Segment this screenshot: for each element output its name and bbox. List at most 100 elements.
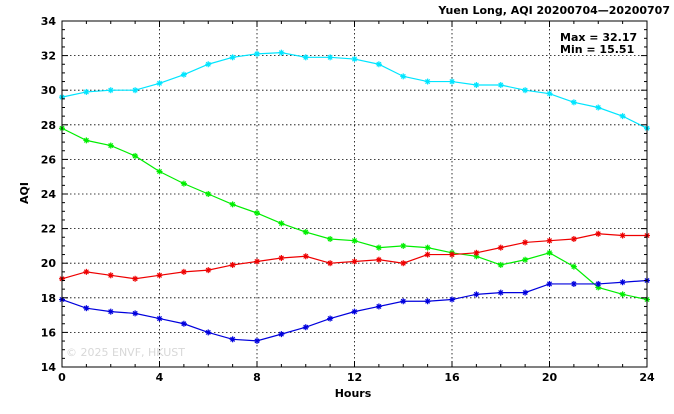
data-point (302, 229, 309, 236)
data-point-stroke (546, 238, 553, 244)
data-point-stroke (425, 245, 431, 251)
y-tick-label: 30 (41, 84, 57, 97)
data-point-stroke (400, 298, 406, 304)
data-point-stroke (449, 297, 455, 303)
data-point (83, 305, 90, 312)
data-point-stroke (205, 329, 211, 335)
data-point-stroke (571, 281, 577, 287)
data-point-stroke (181, 181, 187, 187)
y-tick-label: 16 (41, 326, 57, 339)
data-point-stroke (132, 87, 138, 93)
data-point-stroke (498, 262, 504, 268)
chart-title: Yuen Long, AQI 20200704—20200707 (437, 4, 670, 17)
data-point (400, 260, 407, 267)
data-point-stroke (108, 87, 114, 93)
data-point (107, 308, 114, 315)
data-point (132, 87, 139, 94)
data-point (132, 152, 139, 159)
data-point-stroke (546, 91, 553, 97)
data-point-stroke (254, 258, 260, 264)
data-point-stroke (522, 239, 528, 245)
data-point-stroke (181, 321, 187, 327)
y-tick-label: 24 (41, 188, 57, 201)
data-point (205, 329, 212, 336)
data-point (180, 71, 187, 78)
data-point (473, 249, 480, 256)
data-point (132, 275, 139, 282)
data-point (497, 261, 504, 268)
data-point (375, 244, 382, 251)
data-point-stroke (498, 290, 504, 296)
data-point (229, 201, 236, 208)
data-point-stroke (425, 252, 431, 258)
data-point (254, 210, 260, 217)
data-point-stroke (303, 324, 309, 330)
data-point-stroke (230, 201, 236, 207)
data-point-stroke (230, 54, 236, 60)
data-point (375, 256, 382, 263)
data-point-stroke (620, 232, 626, 239)
data-point-stroke (400, 243, 406, 249)
x-tick-label: 12 (347, 371, 362, 384)
data-point-stroke (83, 305, 89, 311)
data-point (156, 272, 163, 279)
data-point (570, 235, 577, 242)
data-point (132, 310, 139, 317)
data-point (205, 61, 212, 68)
data-point (229, 336, 236, 343)
data-point (522, 289, 529, 296)
data-point (351, 308, 358, 315)
data-point (180, 320, 187, 327)
data-point-stroke (83, 89, 89, 95)
data-point (546, 237, 553, 244)
data-point-stroke (449, 252, 455, 258)
data-point (302, 253, 309, 260)
data-point-stroke (351, 238, 358, 244)
data-point (424, 244, 431, 251)
data-point (449, 296, 455, 303)
data-point (522, 87, 529, 94)
x-tick-label: 20 (542, 371, 558, 384)
data-point (400, 298, 407, 305)
data-point (180, 180, 187, 187)
data-point (570, 263, 577, 270)
data-point (497, 289, 504, 296)
y-tick-label: 14 (41, 361, 57, 374)
data-point-stroke (205, 267, 211, 273)
y-axis-label: AQI (18, 182, 31, 204)
data-point (254, 258, 260, 265)
y-tick-label: 34 (41, 15, 57, 28)
data-point-stroke (278, 255, 284, 261)
x-tick-label: 24 (639, 371, 655, 384)
data-point (473, 291, 480, 298)
data-point-stroke (156, 316, 163, 322)
data-point-stroke (303, 253, 309, 259)
data-point-stroke (449, 79, 455, 85)
data-point-stroke (400, 73, 406, 79)
data-point (302, 54, 309, 61)
data-point-stroke (376, 61, 382, 67)
data-point (327, 54, 334, 61)
data-point (449, 251, 455, 258)
data-point (156, 315, 163, 322)
data-point-stroke (205, 61, 211, 67)
data-point-stroke (132, 276, 138, 282)
data-point (83, 137, 90, 144)
data-point-stroke (303, 54, 309, 60)
data-point-stroke (400, 260, 406, 266)
data-point (522, 239, 529, 246)
data-point-stroke (254, 338, 260, 344)
max-annotation: Max = 32.17 (560, 31, 637, 44)
data-point-stroke (351, 56, 358, 62)
data-point-stroke (498, 82, 504, 88)
data-point-stroke (351, 258, 358, 264)
data-point-stroke (595, 104, 601, 111)
grid-layer (62, 21, 647, 367)
data-point-stroke (108, 309, 114, 315)
data-point-stroke (327, 236, 333, 242)
tick-layer: 0 4 8 12 16 20 24 14 16 18 20 22 24 26 28 30 32 34 (41, 15, 655, 384)
data-point-stroke (132, 310, 138, 316)
y-tick-label: 18 (41, 292, 56, 305)
data-point-stroke (571, 99, 577, 105)
data-point (570, 99, 577, 106)
